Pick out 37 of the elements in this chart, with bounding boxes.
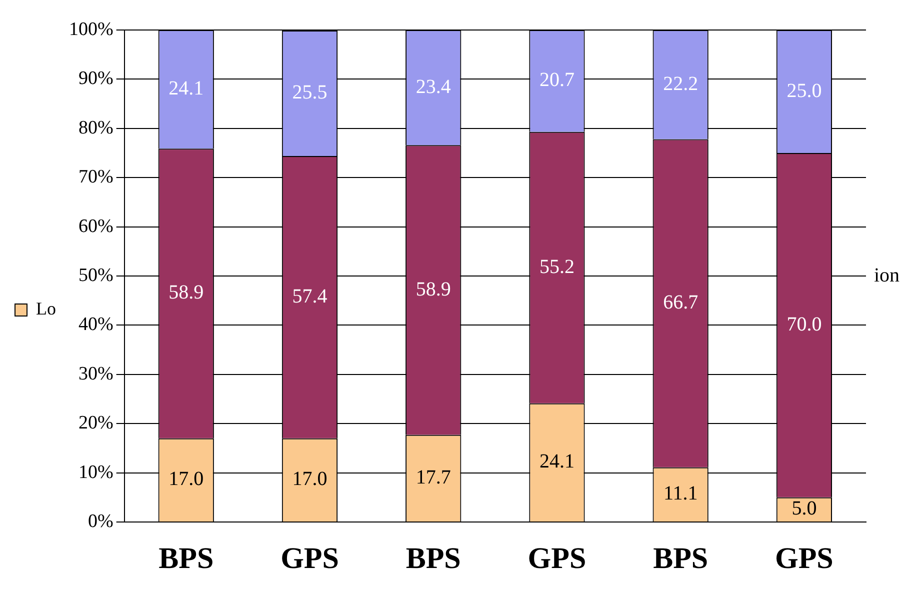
- x-tick-label: BPS: [653, 542, 708, 575]
- data-label: 17.7: [416, 466, 451, 488]
- y-tick-label: 30%: [78, 363, 114, 384]
- data-label: 25.0: [786, 80, 822, 102]
- y-tick-label: 70%: [78, 166, 114, 188]
- x-tick-label: GPS: [528, 542, 586, 575]
- y-tick-label: 80%: [78, 117, 114, 138]
- data-label: 55.2: [539, 256, 574, 278]
- data-label: 70.0: [786, 313, 822, 336]
- x-tick-label: GPS: [775, 542, 834, 575]
- y-tick-label: 40%: [78, 314, 114, 336]
- y-tick-label: 50%: [78, 264, 114, 286]
- data-label: 25.5: [292, 81, 328, 104]
- legend-label: Lo: [36, 298, 56, 319]
- y-tick-label: 90%: [78, 68, 114, 90]
- data-label: 22.2: [663, 72, 698, 95]
- data-label: 20.7: [539, 69, 574, 92]
- text: ion: [874, 264, 900, 286]
- y-tick-label: 20%: [78, 412, 114, 434]
- y-tick-label: 100%: [68, 18, 114, 40]
- y-tick-label: 60%: [78, 216, 114, 237]
- data-label: 24.1: [168, 78, 204, 100]
- data-label: 17.0: [168, 468, 204, 490]
- data-label: 11.1: [663, 482, 698, 505]
- x-tick-label: GPS: [280, 542, 339, 575]
- data-label: 57.4: [292, 285, 328, 308]
- y-tick-label: 0%: [88, 510, 114, 532]
- data-label: 58.9: [416, 278, 451, 300]
- x-tick-label: BPS: [406, 542, 461, 575]
- data-label: 66.7: [663, 292, 698, 314]
- data-label: 23.4: [416, 76, 451, 98]
- data-label: 17.0: [292, 468, 328, 490]
- data-label: 24.1: [539, 450, 574, 473]
- y-tick-label: 10%: [78, 462, 114, 483]
- x-tick-label: BPS: [158, 542, 214, 575]
- data-label: 58.9: [168, 282, 204, 304]
- data-label: 5.0: [792, 498, 817, 520]
